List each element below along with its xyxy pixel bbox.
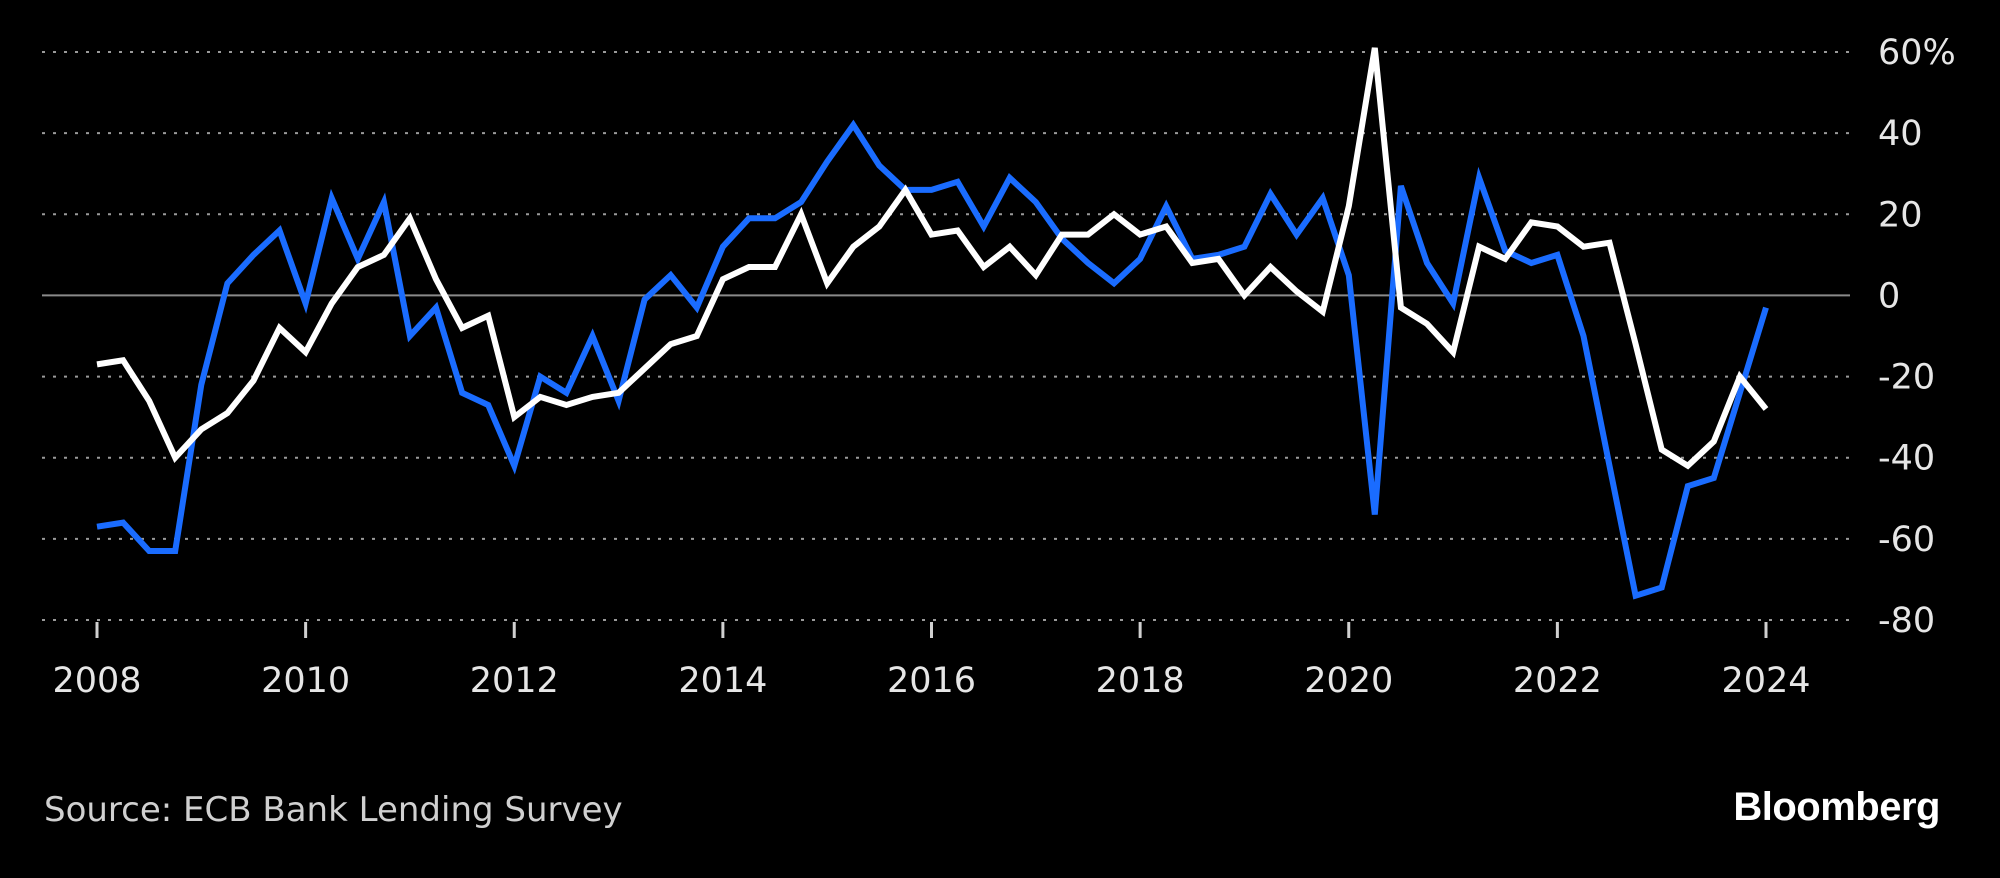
source-note: Source: ECB Bank Lending Survey <box>44 790 623 830</box>
bloomberg-logo: Bloomberg <box>1733 785 1940 829</box>
series-line-1 <box>96 119 1769 600</box>
x-axis-labels: 2008 2010 2012 2014 2016 2018 2020 2022 2024 <box>52 661 1810 701</box>
y-tick-label: -20 <box>1878 358 1935 398</box>
x-tick-label: 2018 <box>1096 661 1185 701</box>
x-tick-label: 2010 <box>261 661 350 701</box>
series-lines <box>96 47 1769 600</box>
y-tick-label: 40 <box>1878 114 1923 154</box>
y-tick-label: -60 <box>1878 520 1935 560</box>
x-tick-label: 2022 <box>1513 661 1602 701</box>
x-tick-label: 2008 <box>52 661 141 701</box>
x-tick-label: 2024 <box>1721 661 1810 701</box>
x-tick-label: 2020 <box>1304 661 1393 701</box>
y-tick-label: 0 <box>1878 276 1900 316</box>
series-line-2 <box>96 47 1769 470</box>
y-tick-label: -40 <box>1878 439 1935 479</box>
x-axis-ticks <box>95 622 1768 638</box>
x-tick-label: 2016 <box>887 661 976 701</box>
x-tick-label: 2012 <box>470 661 559 701</box>
y-tick-label: 60% <box>1878 33 1956 73</box>
y-tick-label: 20 <box>1878 195 1923 235</box>
x-tick-label: 2014 <box>678 661 767 701</box>
y-axis-labels: 60% 40 20 0 -20 -40 -60 -80 <box>1878 33 1956 641</box>
gridlines <box>42 51 1850 621</box>
y-tick-label: -80 <box>1878 601 1935 641</box>
